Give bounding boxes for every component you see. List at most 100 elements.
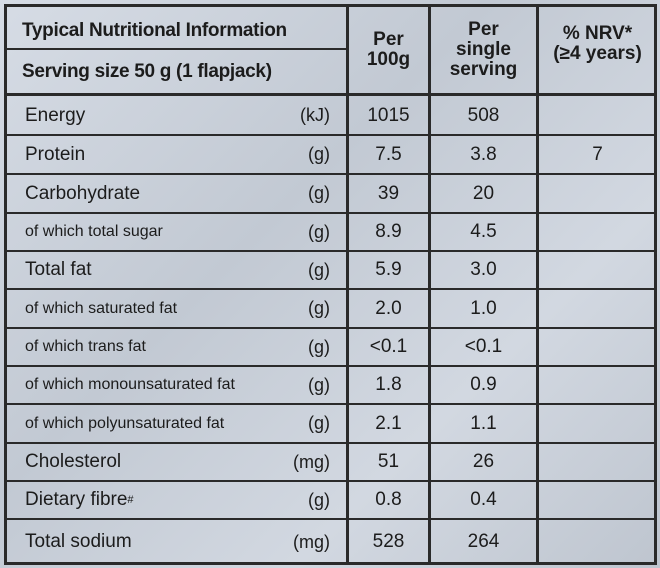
nutrient-unit: (g): [308, 259, 330, 280]
nutrient-unit: (mg): [293, 451, 330, 472]
value-per-100g: 1.8: [375, 374, 402, 395]
value-per-serving: 20: [472, 182, 495, 204]
nutrient-unit: (mg): [293, 531, 330, 552]
column-divider: [536, 4, 539, 565]
value-per-serving: 264: [467, 531, 500, 552]
nutrient-name-text: Total sodium: [25, 531, 132, 552]
serving-size: Serving size 50 g (1 flapjack): [22, 61, 272, 82]
nutrient-unit: (g): [308, 336, 330, 357]
nutrient-name-text: Cholesterol: [25, 451, 122, 472]
nutrient-name: of which trans fat: [25, 328, 146, 366]
value-per-100g: 8.9: [375, 221, 402, 242]
nutrient-unit: (kJ): [300, 105, 330, 125]
nutrient-name-text: of which monounsaturated fat: [25, 376, 235, 393]
nutrient-name: of which saturated fat: [25, 289, 177, 328]
value-nrv: [539, 174, 656, 213]
row-divider: [4, 365, 657, 367]
nutrient-name-text: Total fat: [25, 259, 92, 280]
header-bottom-rule: [4, 93, 657, 96]
value-nrv: [539, 366, 656, 404]
row-divider: [4, 134, 657, 136]
col-header-text: single: [456, 39, 511, 60]
row-divider: [4, 442, 657, 444]
value-per-100g: 2.0: [375, 297, 402, 319]
value-nrv: [539, 251, 656, 289]
footnote-marker: #: [127, 494, 134, 506]
value-per-serving: 0.4: [470, 489, 497, 510]
nutrient-name: of which polyunsaturated fat: [25, 404, 224, 443]
nutrient-unit: (g): [308, 144, 330, 164]
nutrient-unit: (g): [308, 221, 330, 242]
nutrient-name-text: Energy: [25, 104, 86, 126]
col-header-nrv: % NRV* (≥4 years): [539, 10, 656, 90]
value-per-100g: 5.9: [375, 259, 402, 280]
nutrient-name: Dietary fibre #: [25, 481, 134, 519]
nutrient-unit: (g): [308, 374, 330, 395]
value-nrv: [539, 213, 656, 251]
value-per-100g: 7.5: [375, 143, 402, 165]
value-nrv: [539, 289, 656, 328]
row-divider: [4, 403, 657, 405]
col-header-text: % NRV*: [562, 23, 633, 44]
nutrient-unit: (g): [308, 183, 330, 203]
col-header-text: serving: [449, 59, 518, 80]
table-border: [4, 4, 657, 565]
col-header-text: Per: [373, 29, 404, 50]
nutrient-name-text: Dietary fibre: [25, 489, 128, 510]
value-per-serving: 3.0: [470, 259, 497, 280]
nutrient-name: of which monounsaturated fat: [25, 366, 235, 404]
value-per-100g: 51: [377, 451, 400, 472]
row-divider: [4, 173, 657, 175]
value-per-100g: 1015: [367, 104, 410, 126]
nutrient-name-text: of which polyunsaturated fat: [25, 414, 225, 432]
nutrient-unit: (g): [308, 413, 330, 433]
nutrient-name-text: Protein: [25, 143, 86, 165]
value-per-100g: <0.1: [369, 336, 408, 357]
nutrient-name: Total sodium: [25, 519, 132, 565]
nutrient-name-text: Carbohydrate: [25, 182, 141, 204]
col-header-text: Per: [468, 19, 499, 40]
nutrient-name-text: of which saturated fat: [25, 299, 178, 317]
row-divider: [4, 212, 657, 214]
value-per-serving: 1.0: [470, 297, 497, 319]
value-per-serving: 0.9: [470, 374, 497, 395]
nutrient-name: Cholesterol: [25, 443, 121, 481]
value-per-serving: 1.1: [470, 412, 497, 434]
row-divider: [4, 518, 657, 520]
value-per-100g: 528: [372, 531, 405, 552]
header-divider: [4, 48, 347, 50]
nutrient-name: Carbohydrate: [25, 174, 140, 213]
row-divider: [4, 288, 657, 290]
value-per-100g: 2.1: [375, 412, 402, 434]
value-per-100g: 39: [377, 182, 400, 204]
nutrient-name: of which total sugar: [25, 213, 163, 251]
column-divider: [346, 4, 349, 565]
value-nrv: 7: [592, 143, 603, 165]
table-title: Typical Nutritional Information: [22, 20, 287, 41]
col-header-per-serving: Per single serving: [431, 10, 536, 90]
value-nrv: [539, 481, 656, 519]
value-per-serving: 4.5: [470, 221, 497, 242]
nutrient-name: Protein: [25, 135, 85, 174]
nutrient-unit: (g): [308, 489, 330, 510]
row-divider: [4, 250, 657, 252]
col-header-text: 100g: [366, 49, 411, 70]
nutrient-name: Total fat: [25, 251, 92, 289]
nutrient-unit: (g): [308, 298, 330, 318]
nutrient-name-text: of which trans fat: [25, 338, 146, 355]
nutrient-name-text: of which total sugar: [25, 223, 163, 240]
col-header-per-100g: Per 100g: [349, 10, 428, 90]
value-per-serving: 3.8: [470, 143, 497, 165]
value-per-100g: 0.8: [375, 489, 402, 510]
nutrient-name: Energy: [25, 96, 85, 135]
value-per-serving: 508: [467, 104, 500, 126]
value-nrv: [539, 328, 656, 366]
col-header-text: (≥4 years): [553, 43, 642, 64]
row-divider: [4, 327, 657, 329]
value-nrv: [539, 519, 656, 565]
value-per-serving: 26: [472, 451, 495, 472]
column-divider: [428, 4, 431, 565]
row-divider: [4, 480, 657, 482]
value-per-serving: <0.1: [464, 336, 503, 357]
